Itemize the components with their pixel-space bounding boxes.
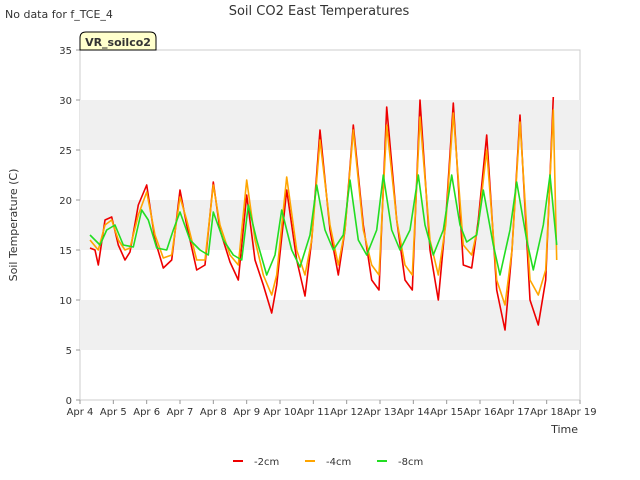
no-data-note: No data for f_TCE_4 bbox=[5, 8, 113, 21]
x-tick-label: Apr 13 bbox=[363, 407, 396, 418]
badge: VR_soilco2 bbox=[79, 31, 157, 51]
legend-label: -8cm bbox=[398, 457, 423, 468]
y-axis: 0 5 10 15 20 25 30 35 bbox=[59, 46, 80, 407]
y-axis-label: Soil Temperature (C) bbox=[7, 169, 20, 282]
x-tick-label: Apr 11 bbox=[297, 407, 330, 418]
legend-label: -4cm bbox=[326, 457, 351, 468]
legend: -2cm -4cm -8cm bbox=[233, 457, 423, 468]
badge-label: VR_soilco2 bbox=[85, 36, 151, 49]
grid-bands bbox=[80, 100, 580, 350]
x-tick-label: Apr 12 bbox=[330, 407, 363, 418]
x-tick-label: Apr 4 bbox=[67, 407, 94, 418]
x-tick-label: Apr 9 bbox=[233, 407, 260, 418]
x-tick-label: Apr 5 bbox=[100, 407, 127, 418]
x-tick-label: Apr 17 bbox=[497, 407, 530, 418]
chart-title: Soil CO2 East Temperatures bbox=[229, 4, 410, 19]
series-lines bbox=[89, 96, 558, 331]
x-tick-label: Apr 19 bbox=[563, 407, 596, 418]
x-axis-label: Time bbox=[550, 423, 578, 436]
plot-area: 0 5 10 15 20 25 30 35 Apr 4 Apr 5 Apr 6 Apr 7 Apr 8… bbox=[59, 46, 596, 418]
y-tick-label: 35 bbox=[59, 46, 72, 57]
x-tick-label: Apr 15 bbox=[430, 407, 463, 418]
badge-box bbox=[79, 31, 157, 51]
x-tick-label: Apr 8 bbox=[200, 407, 227, 418]
x-tick-label: Apr 6 bbox=[133, 407, 160, 418]
x-tick-label: Apr 18 bbox=[530, 407, 563, 418]
y-tick-label: 5 bbox=[66, 346, 72, 357]
x-tick-label: Apr 7 bbox=[167, 407, 194, 418]
grid-band bbox=[80, 100, 580, 150]
x-axis: Apr 4 Apr 5 Apr 6 Apr 7 Apr 8 Apr 9 Apr 10 Apr … bbox=[67, 400, 597, 418]
y-tick-label: 10 bbox=[59, 296, 72, 307]
series-line-8cm bbox=[89, 174, 558, 276]
y-tick-label: 0 bbox=[66, 396, 72, 407]
y-tick-label: 15 bbox=[59, 246, 72, 257]
y-tick-label: 25 bbox=[59, 146, 72, 157]
x-tick-label: Apr 14 bbox=[397, 407, 430, 418]
grid-band bbox=[80, 300, 580, 350]
legend-label: -2cm bbox=[254, 457, 279, 468]
y-tick-label: 30 bbox=[59, 96, 72, 107]
x-tick-label: Apr 16 bbox=[463, 407, 496, 418]
x-tick-label: Apr 10 bbox=[263, 407, 296, 418]
y-tick-label: 20 bbox=[59, 196, 72, 207]
